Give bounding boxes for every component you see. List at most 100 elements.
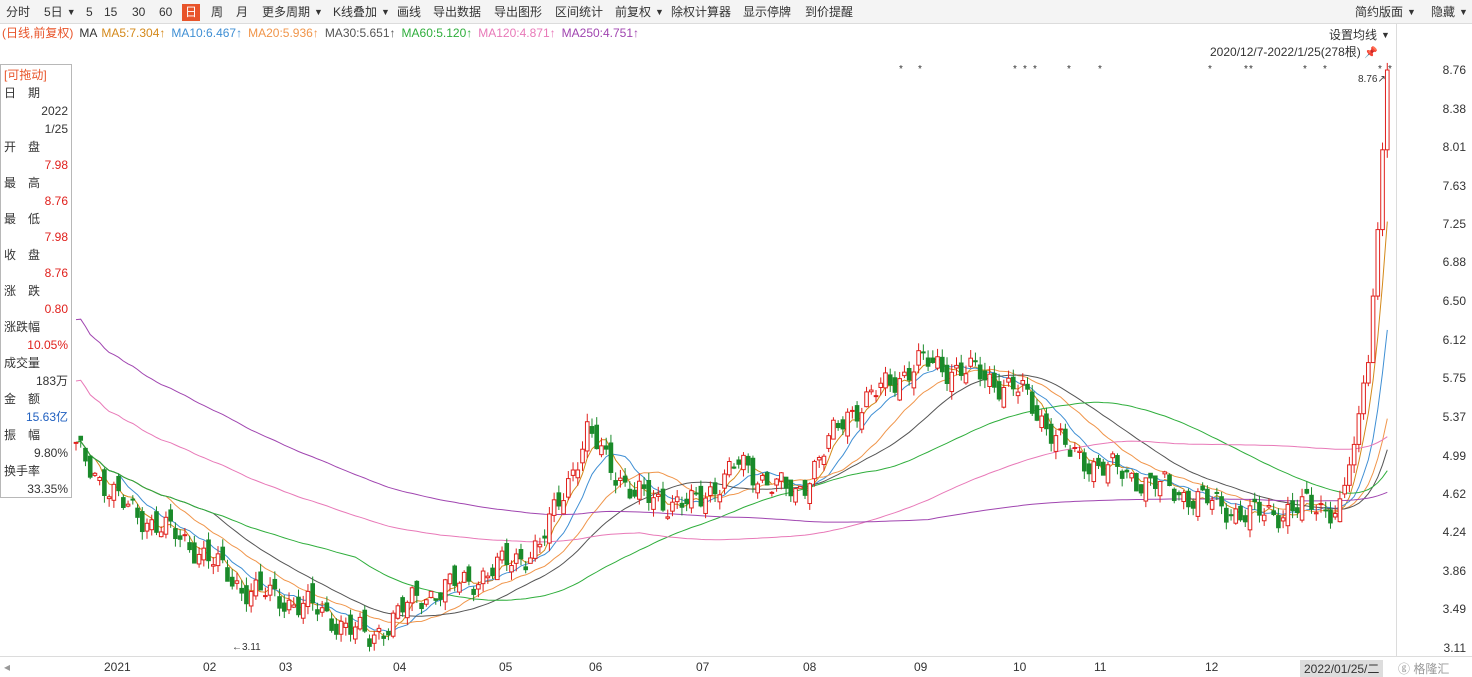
candle [589, 418, 595, 438]
candle-body [476, 584, 481, 590]
event-marker-icon[interactable]: * [1098, 64, 1102, 75]
candle-body [1181, 491, 1187, 503]
candle-body [106, 496, 112, 500]
event-marker-icon[interactable]: * [899, 64, 903, 75]
range-stats-button[interactable]: 区间统计 [555, 5, 604, 19]
event-marker-icon[interactable]: * [1388, 64, 1392, 75]
chevron-down-icon: ▼ [1407, 7, 1416, 17]
candle-body [958, 362, 964, 376]
draw-line-button[interactable]: 画线 [397, 5, 422, 19]
candle [424, 599, 429, 607]
tab-60min[interactable]: 60 [159, 5, 173, 19]
candle [1034, 398, 1040, 422]
candle-body [1252, 498, 1258, 503]
candle-body [632, 489, 637, 497]
tab-30min[interactable]: 30 [132, 5, 146, 19]
candle [348, 609, 353, 642]
show-suspension-button[interactable]: 显示停牌 [743, 5, 792, 19]
candle [816, 455, 822, 468]
price-alert-button[interactable]: 到价提醒 [805, 5, 854, 19]
kline-chart[interactable]: 8.76↗←3.11* * * * * * * * * * * * * * [0, 24, 1396, 656]
event-marker-icon[interactable]: * [918, 64, 922, 75]
event-marker-icon[interactable]: * [1249, 64, 1253, 75]
tab-5day[interactable]: 5日 ▼ [44, 4, 76, 21]
event-marker-icon[interactable]: * [1378, 64, 1382, 75]
candle [367, 634, 372, 652]
candle-body [1280, 517, 1286, 522]
event-marker-icon[interactable]: * [1244, 64, 1248, 75]
candle-body [471, 588, 476, 595]
candle [622, 468, 628, 487]
event-marker-icon[interactable]: * [1013, 64, 1017, 75]
date-tick-label: 06 [589, 660, 603, 674]
simple-layout-dropdown[interactable]: 简约版面 ▼ [1355, 4, 1416, 21]
candle-body [1171, 488, 1177, 502]
candle-body [210, 564, 216, 567]
kline-overlay-dropdown[interactable]: K线叠加 ▼ [333, 4, 390, 21]
candle-body [1115, 455, 1120, 467]
info-panel-drag-header[interactable]: [可拖动] [4, 68, 47, 82]
candle-body [589, 426, 595, 434]
candle [518, 543, 524, 566]
candle-body [1224, 507, 1229, 523]
chevron-down-icon: ▼ [1381, 30, 1390, 40]
more-periods-dropdown[interactable]: 更多周期 ▼ [262, 4, 323, 21]
candle-body [622, 475, 628, 483]
candle-body [703, 497, 708, 514]
export-chart-button[interactable]: 导出图形 [494, 5, 543, 19]
candle-body [1347, 464, 1352, 486]
export-data-button[interactable]: 导出数据 [433, 5, 482, 19]
scroll-left-icon[interactable]: ◂ [4, 660, 11, 674]
tab-weekly[interactable]: 周 [211, 5, 224, 19]
candle [1029, 385, 1035, 416]
ex-rights-calculator-button[interactable]: 除权计算器 [671, 5, 732, 19]
candle-body [92, 472, 98, 476]
candle [476, 581, 481, 598]
event-marker-icon[interactable]: * [1303, 64, 1307, 75]
event-marker-icon[interactable]: * [1323, 64, 1327, 75]
candle [561, 493, 566, 515]
event-marker-icon[interactable]: * [1067, 64, 1071, 75]
candle-body [878, 382, 884, 389]
candle-body [1195, 491, 1201, 517]
info-label: 开 盘 [4, 140, 41, 154]
pin-icon[interactable]: 📌 [1364, 47, 1378, 59]
tab-monthly[interactable]: 月 [236, 5, 249, 19]
candle-body [390, 612, 396, 637]
candle [1072, 442, 1078, 453]
candle [949, 364, 955, 400]
tab-intraday[interactable]: 分时 [6, 5, 31, 19]
candle [627, 481, 633, 500]
watermark: ⓖ 格隆汇 [1398, 662, 1450, 676]
candle-body [1086, 463, 1092, 475]
tab-5min[interactable]: 5 [86, 5, 93, 19]
candle-body [1242, 515, 1248, 523]
event-marker-icon[interactable]: * [1208, 64, 1212, 75]
ma-settings-dropdown[interactable]: 设置均线 ▼ [1329, 26, 1390, 43]
candle [655, 486, 661, 502]
candle [532, 534, 538, 562]
candle [509, 560, 514, 580]
tab-daily[interactable]: 日 [182, 4, 201, 21]
event-marker-icon[interactable]: * [1033, 64, 1037, 75]
candle [225, 559, 230, 582]
candle-body [1257, 501, 1262, 516]
candle-body [1124, 469, 1130, 473]
info-panel[interactable]: [可拖动] 日 期 2022 1/25 开 盘 7.98 最 高 8.76 最 低 7.98 收 … [0, 64, 72, 498]
ma-legend-item: MA60:5.120↑ [401, 26, 473, 40]
adjust-dropdown[interactable]: 前复权 ▼ [615, 4, 664, 21]
candle-body [736, 459, 742, 465]
candle [660, 481, 666, 512]
candle [1375, 222, 1381, 300]
candle-body [192, 542, 197, 564]
candle [637, 473, 642, 505]
tab-15min[interactable]: 15 [104, 5, 118, 19]
hide-dropdown[interactable]: 隐藏 ▼ [1431, 4, 1468, 21]
candle [352, 621, 358, 644]
event-marker-icon[interactable]: * [1023, 64, 1027, 75]
candle-body [1100, 461, 1106, 476]
candle-body [173, 528, 178, 540]
candle-body [954, 364, 959, 369]
candle [300, 595, 306, 624]
